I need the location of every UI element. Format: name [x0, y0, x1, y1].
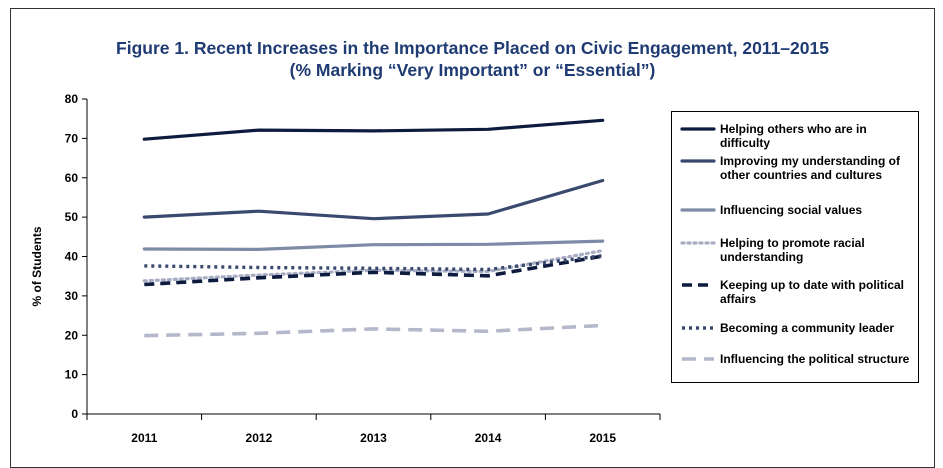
- y-tick-label: 10: [65, 368, 79, 382]
- y-tick-label: 0: [71, 407, 78, 421]
- legend-swatch: [680, 321, 716, 335]
- legend-swatch: [680, 154, 716, 168]
- series-line-4: [144, 251, 602, 281]
- legend-label: Improving my understanding of other coun…: [720, 154, 916, 182]
- y-tick-label: 30: [65, 289, 79, 303]
- series-line-7: [144, 325, 602, 335]
- legend-swatch: [680, 236, 716, 250]
- y-tick-label: 40: [65, 250, 79, 264]
- series-line-1: [144, 120, 602, 139]
- legend-swatch: [680, 203, 716, 217]
- x-tick-label: 2015: [589, 431, 616, 445]
- legend-swatch: [680, 278, 716, 292]
- legend-label: Influencing the political structure: [720, 352, 916, 366]
- y-tick-label: 60: [65, 171, 79, 185]
- y-axis-label: % of Students: [30, 226, 44, 306]
- y-tick-label: 80: [65, 92, 79, 106]
- series-line-3: [144, 241, 602, 249]
- x-tick-label: 2014: [475, 431, 502, 445]
- y-tick-label: 70: [65, 131, 79, 145]
- legend-label: Influencing social values: [720, 203, 916, 217]
- y-tick-label: 20: [65, 328, 79, 342]
- x-tick-label: 2011: [131, 431, 157, 445]
- x-tick-label: 2013: [360, 431, 387, 445]
- series-line-2: [144, 181, 602, 219]
- legend-swatch: [680, 122, 716, 136]
- y-tick-label: 50: [65, 210, 79, 224]
- legend-label: Becoming a community leader: [720, 321, 916, 335]
- legend-label: Keeping up to date with political affair…: [720, 278, 916, 306]
- x-tick-label: 2012: [246, 431, 273, 445]
- legend-label: Helping others who are in difficulty: [720, 122, 916, 150]
- chart-legend: Helping others who are in difficulty Impr…: [671, 111, 919, 383]
- legend-label: Helping to promote racial understanding: [720, 236, 916, 264]
- legend-swatch: [680, 352, 716, 366]
